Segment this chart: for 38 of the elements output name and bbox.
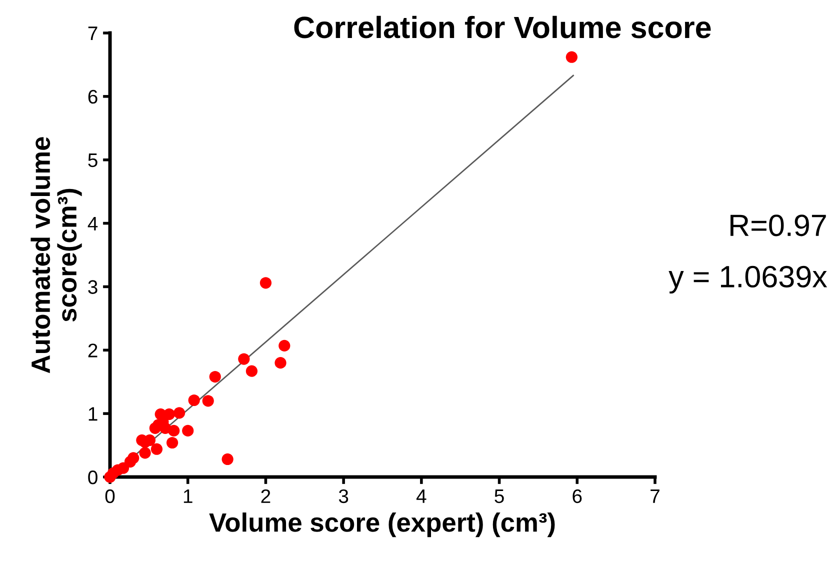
x-tick-label: 2 <box>261 489 270 503</box>
x-tick-label: 0 <box>105 489 115 504</box>
point <box>150 443 163 455</box>
point <box>566 51 578 63</box>
point <box>173 407 186 419</box>
point <box>278 340 290 352</box>
y-tick-label: 7 <box>88 26 98 40</box>
x-tick-label: 7 <box>650 490 660 503</box>
point <box>159 422 172 434</box>
x-tick-label: 6 <box>572 489 582 504</box>
chart-title: Correlation for Volume score <box>294 16 711 38</box>
y-tick-label: 0 <box>88 470 98 484</box>
y-axis-title: Automated volume score(cm³) <box>30 137 82 374</box>
y-tick-label: 4 <box>88 216 98 230</box>
x-tick-label: 5 <box>494 490 504 504</box>
y-tick-label: 5 <box>88 154 98 168</box>
y-tick-label: 2 <box>88 344 98 358</box>
point <box>166 436 178 449</box>
y-tick-label: 6 <box>88 90 98 104</box>
x-axis-title: Volume score (expert) (cm³) <box>209 512 555 538</box>
x-tick-label: 1 <box>184 490 192 503</box>
point <box>260 277 272 289</box>
text: R=0.97 <box>730 214 826 236</box>
x-tick-label: 4 <box>416 490 426 503</box>
y-tick-label: 3 <box>88 280 98 294</box>
text: y = 1.0639x <box>668 266 828 294</box>
point <box>222 453 234 466</box>
point <box>202 395 214 407</box>
y-tick-label: 1 <box>88 407 98 421</box>
point <box>246 365 258 377</box>
point <box>182 424 194 437</box>
point <box>274 357 286 369</box>
x-tick-label: 3 <box>338 489 348 504</box>
point <box>209 370 221 383</box>
point <box>188 394 200 406</box>
point <box>163 408 175 420</box>
point <box>238 353 250 365</box>
point <box>139 447 151 459</box>
